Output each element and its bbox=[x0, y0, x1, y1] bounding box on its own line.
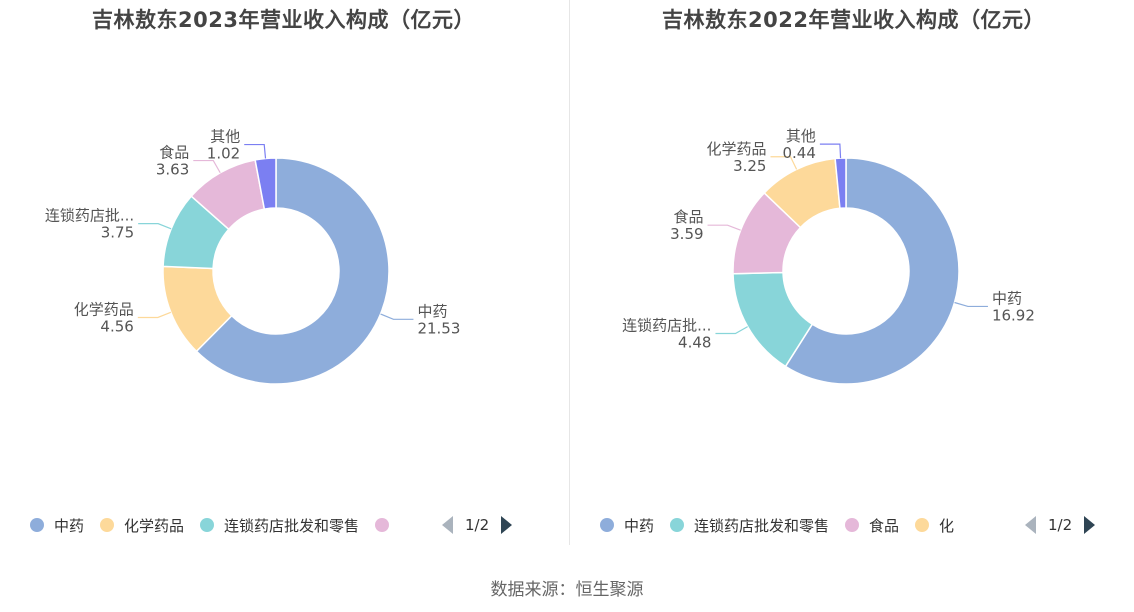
label-leader bbox=[138, 223, 172, 230]
legend-swatch bbox=[30, 518, 44, 532]
page-indicator: 1/2 bbox=[1048, 516, 1073, 534]
legend: 中药 化学药品 连锁药店批发和零售 bbox=[30, 512, 415, 538]
slice-label-value: 3.25 bbox=[733, 157, 766, 175]
chart-panel-2023: 吉林敖东2023年营业收入构成（亿元） 中药 21.53 化学药品 4.56 连锁药店批… bbox=[0, 0, 567, 560]
legend-swatch bbox=[600, 518, 614, 532]
prev-page-icon[interactable] bbox=[442, 516, 453, 534]
legend-label: 中药 bbox=[624, 516, 655, 535]
legend-swatch bbox=[670, 518, 685, 532]
legend-swatch bbox=[845, 518, 860, 532]
label-leader bbox=[715, 326, 748, 335]
slice-label-value: 0.44 bbox=[782, 144, 815, 162]
data-source: 数据来源：恒生聚源 bbox=[490, 580, 644, 600]
legend-label: 连锁药店批发和零售 bbox=[694, 516, 830, 535]
slice-label-value: 1.02 bbox=[207, 145, 240, 163]
slice-label-name: 食品 bbox=[159, 144, 189, 162]
legend-label: 化 bbox=[939, 516, 955, 535]
slice-label-value: 3.63 bbox=[156, 161, 189, 179]
chart-title: 吉林敖东2022年营业收入构成（亿元） bbox=[662, 8, 1045, 32]
legend-item[interactable]: 化学药品 bbox=[100, 515, 184, 536]
slice-label-name: 其他 bbox=[210, 128, 240, 146]
legend-item[interactable]: 中药 bbox=[600, 515, 654, 536]
legend-label: 食品 bbox=[869, 516, 900, 535]
slice-label-name: 中药 bbox=[417, 302, 447, 320]
slice-label-value: 16.92 bbox=[992, 306, 1035, 324]
legend-item[interactable]: 连锁药店批发和零售 bbox=[670, 515, 829, 536]
slice-label-value: 4.56 bbox=[100, 317, 133, 335]
slice-label-name: 食品 bbox=[674, 208, 704, 226]
legend-swatch bbox=[915, 518, 930, 532]
slice-中药[interactable] bbox=[784, 157, 960, 385]
slice-label-value: 4.48 bbox=[678, 334, 711, 352]
legend-item[interactable] bbox=[375, 518, 399, 532]
legend-label: 连锁药店批发和零售 bbox=[224, 516, 360, 535]
label-leader bbox=[380, 313, 414, 320]
legend-label: 中药 bbox=[54, 516, 85, 535]
legend-item[interactable]: 食品 bbox=[845, 515, 899, 536]
label-leader bbox=[137, 311, 172, 319]
label-leader bbox=[954, 301, 988, 308]
slice-label-name: 化学药品 bbox=[706, 140, 766, 158]
chart-title: 吉林敖东2023年营业收入构成（亿元） bbox=[92, 8, 475, 32]
label-leader bbox=[707, 224, 741, 231]
slice-label-name: 连锁药店批... bbox=[45, 207, 134, 225]
panel-divider bbox=[569, 0, 570, 545]
legend-item[interactable]: 连锁药店批发和零售 bbox=[200, 515, 359, 536]
legend-pager: 1/2 bbox=[1025, 512, 1096, 538]
legend-swatch bbox=[200, 518, 215, 532]
slice-label-value: 3.75 bbox=[101, 224, 134, 242]
legend: 中药 连锁药店批发和零售 食品 化 bbox=[600, 512, 970, 538]
legend-pager: 1/2 bbox=[442, 512, 513, 538]
prev-page-icon[interactable] bbox=[1025, 516, 1036, 534]
slice-label-name: 中药 bbox=[992, 289, 1022, 307]
slice-label-name: 其他 bbox=[786, 127, 816, 145]
legend-swatch bbox=[100, 518, 115, 532]
label-leader bbox=[193, 159, 221, 174]
next-page-icon[interactable] bbox=[1084, 516, 1096, 534]
label-leader bbox=[770, 156, 798, 170]
label-leader bbox=[244, 143, 267, 159]
slice-label-value: 21.53 bbox=[417, 319, 460, 337]
label-leader bbox=[819, 143, 842, 159]
next-page-icon[interactable] bbox=[501, 516, 513, 534]
chart-panel-2022: 吉林敖东2022年营业收入构成（亿元） 中药 16.92 连锁药店批... 4.48 食… bbox=[570, 0, 1134, 560]
legend-label: 化学药品 bbox=[124, 516, 185, 535]
slice-label-value: 3.59 bbox=[670, 225, 703, 243]
slice-其他[interactable] bbox=[254, 157, 277, 210]
legend-item[interactable]: 中药 bbox=[30, 515, 84, 536]
slice-中药[interactable] bbox=[195, 157, 390, 385]
legend-swatch bbox=[375, 518, 390, 532]
page-indicator: 1/2 bbox=[465, 516, 490, 534]
legend-item[interactable]: 化 bbox=[915, 515, 954, 536]
slice-label-name: 化学药品 bbox=[74, 300, 134, 318]
slice-其他[interactable] bbox=[834, 157, 847, 210]
slice-label-name: 连锁药店批... bbox=[622, 317, 711, 335]
